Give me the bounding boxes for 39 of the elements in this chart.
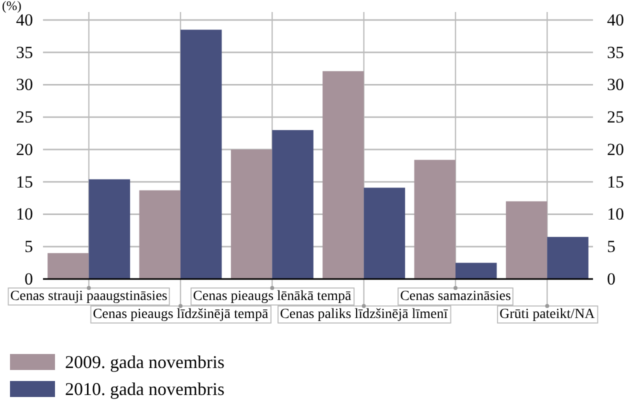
y-tick-label: 35 bbox=[16, 42, 33, 62]
bar bbox=[230, 150, 272, 279]
x-tick-label: Grūti pateikt/NA bbox=[500, 307, 596, 322]
bar bbox=[48, 253, 89, 279]
bar bbox=[272, 130, 314, 279]
x-tick-label: Cenas strauji paaugstināsies bbox=[10, 289, 168, 304]
y2-tick-label: 30 bbox=[607, 75, 624, 94]
y-tick-label: 15 bbox=[16, 172, 33, 192]
y2-tick-label: 20 bbox=[607, 140, 624, 159]
x-tick-label: Cenas pieaugs lēnākā tempā bbox=[193, 289, 352, 304]
y-axis-title: (%) bbox=[2, 0, 22, 13]
x-tick-label: Cenas samazināsies bbox=[400, 289, 511, 304]
bar bbox=[414, 160, 456, 279]
bar bbox=[88, 179, 130, 279]
y2-tick-label: 10 bbox=[607, 204, 624, 224]
bar bbox=[547, 236, 588, 279]
bar bbox=[456, 262, 497, 279]
y-tick-label: 10 bbox=[16, 204, 33, 224]
y2-tick-label: 35 bbox=[607, 42, 624, 62]
legend-label: 2009. gada novembris bbox=[65, 352, 224, 372]
y-tick-label: 20 bbox=[16, 140, 33, 159]
y2-tick-label: 40 bbox=[607, 10, 624, 30]
y2-tick-label: 25 bbox=[607, 108, 624, 127]
y-tick-label: 25 bbox=[16, 108, 33, 127]
x-tick-label: Cenas pieaugs līdzšinējā tempā bbox=[92, 307, 269, 322]
y-tick-label: 40 bbox=[16, 10, 33, 30]
legend-label: 2010. gada novembris bbox=[65, 379, 224, 399]
x-tick-label: Cenas paliks līdzšinējā līmenī bbox=[280, 307, 449, 322]
bar bbox=[364, 188, 406, 279]
bar bbox=[139, 190, 180, 279]
y2-tick-label: 0 bbox=[607, 269, 616, 288]
y2-tick-label: 15 bbox=[607, 172, 624, 192]
bar bbox=[180, 30, 222, 279]
y-tick-label: 0 bbox=[24, 269, 33, 288]
y-tick-label: 5 bbox=[24, 237, 33, 256]
y-tick-label: 30 bbox=[16, 75, 33, 94]
y2-tick-label: 5 bbox=[607, 237, 616, 256]
bar bbox=[506, 201, 548, 279]
bar bbox=[322, 71, 364, 279]
